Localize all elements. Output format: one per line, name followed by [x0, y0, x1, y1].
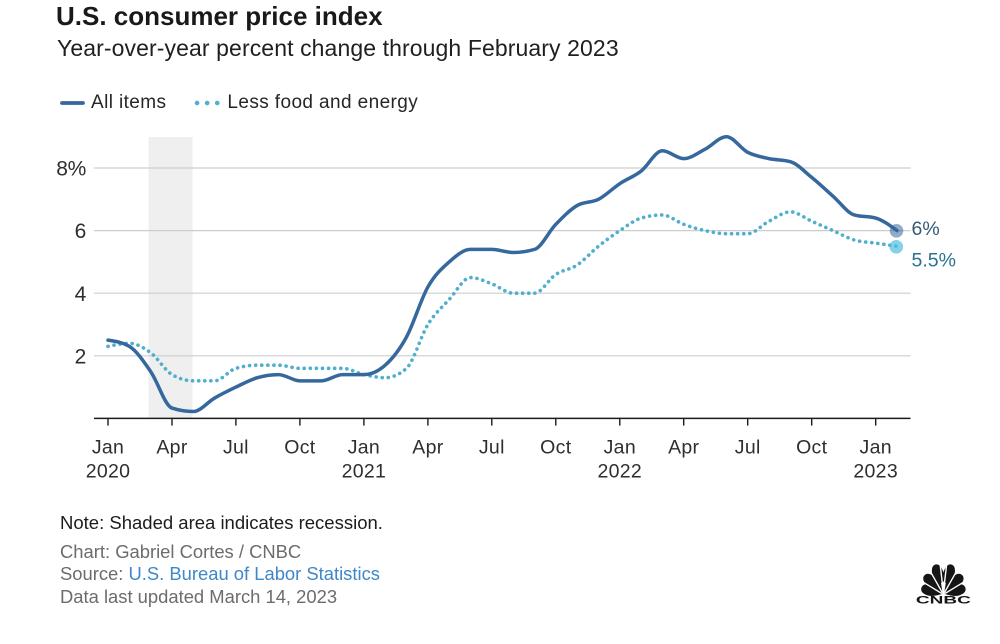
svg-text:8%: 8%	[56, 158, 86, 181]
svg-text:Jul: Jul	[223, 436, 249, 458]
svg-text:Jan: Jan	[860, 436, 892, 458]
svg-text:2020: 2020	[86, 460, 131, 482]
svg-text:CNBC: CNBC	[916, 595, 971, 607]
svg-text:2022: 2022	[598, 460, 643, 482]
svg-text:Oct: Oct	[796, 436, 828, 458]
svg-text:2: 2	[75, 345, 86, 368]
svg-text:Apr: Apr	[668, 436, 699, 458]
svg-text:6%: 6%	[912, 218, 940, 240]
svg-text:Apr: Apr	[156, 436, 187, 458]
svg-text:2021: 2021	[342, 460, 387, 482]
svg-text:4: 4	[75, 283, 87, 306]
svg-text:5.5%: 5.5%	[912, 250, 956, 272]
svg-text:Oct: Oct	[540, 436, 572, 458]
svg-text:Jul: Jul	[735, 436, 761, 458]
svg-text:Jan: Jan	[92, 436, 124, 458]
svg-text:2023: 2023	[853, 460, 898, 482]
svg-text:Oct: Oct	[284, 436, 316, 458]
svg-text:Jan: Jan	[604, 436, 636, 458]
svg-text:Apr: Apr	[412, 436, 443, 458]
svg-text:Jul: Jul	[479, 436, 505, 458]
svg-text:Jan: Jan	[348, 436, 380, 458]
svg-text:6: 6	[75, 220, 86, 243]
